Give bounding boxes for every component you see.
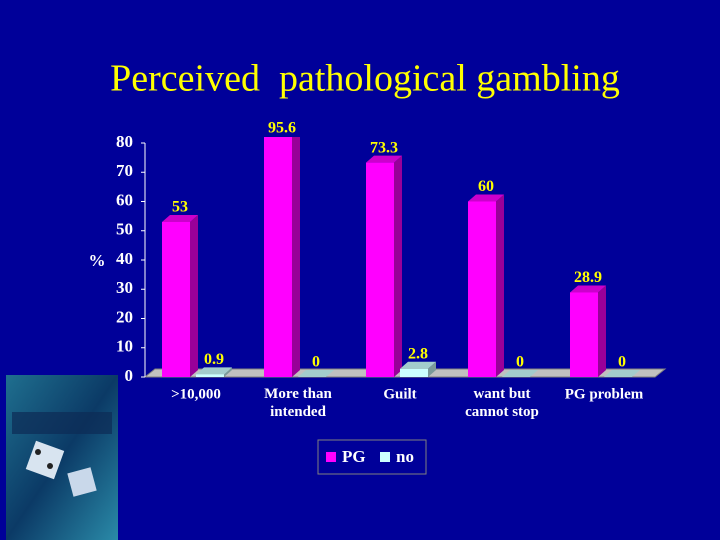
y-axis-label: % [89,251,106,270]
bars [162,137,640,378]
bar-top [502,370,538,377]
bar-top [196,367,232,375]
legend-swatch [326,452,336,462]
data-label: 53 [172,199,188,216]
bar-top [604,370,640,377]
bar-side [394,155,402,377]
bar-top [468,194,504,202]
book-cover [6,375,118,540]
data-label: 0 [516,354,524,371]
bar [196,374,224,377]
data-label: 0 [618,354,626,371]
x-tick-label: PG problem [565,386,644,402]
bar-top [366,155,402,163]
bar-top [570,285,606,293]
bar-top [400,361,436,369]
y-tick-label: 10 [116,337,133,356]
y-tick-label: 80 [116,132,133,151]
data-label: 0.9 [204,351,224,368]
data-label: 95.6 [268,120,296,137]
data-label: 2.8 [408,345,428,362]
bar-side [190,214,198,377]
legend-label: PG [342,447,366,466]
x-tick-label: >10,000 [171,386,221,402]
bar-top [162,214,198,222]
bar [400,368,428,377]
bar-top [298,370,334,377]
bar [570,292,598,377]
bar-side [292,137,300,377]
data-label: 60 [478,178,494,195]
legend: PG no [317,439,427,475]
data-label: 0 [312,354,320,371]
data-label: 28.9 [574,269,602,286]
bar-side [496,194,504,377]
y-tick-label: 0 [125,366,134,385]
y-tick-label: 40 [116,249,133,268]
y-tick-label: 60 [116,190,133,209]
bar-side [598,285,606,377]
bar [366,162,394,377]
y-tick-label: 50 [116,220,133,239]
chart-title: Perceived pathological gambling [110,58,620,100]
bar [264,137,292,378]
bar-side [428,361,436,377]
x-tick-label: More than intended [264,386,332,420]
y-tick-label: 70 [116,161,133,180]
legend-swatch [380,452,390,462]
bar [162,221,190,377]
data-label: 73.3 [370,139,398,156]
bar-side [224,367,232,377]
x-tick-label: Guilt [383,386,416,402]
y-tick-label: 20 [116,307,133,326]
legend-label: no [396,447,414,466]
bar [468,201,496,377]
x-tick-label: want but cannot stop [465,386,539,420]
y-tick-label: 30 [116,278,133,297]
